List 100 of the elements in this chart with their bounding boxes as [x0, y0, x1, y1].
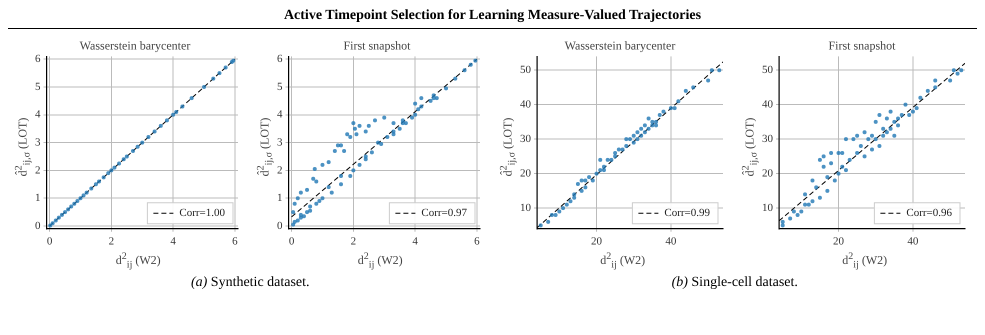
- point: [710, 68, 714, 72]
- text: (b) Single-cell dataset.: [672, 275, 798, 291]
- point: [106, 171, 111, 176]
- point: [650, 120, 654, 124]
- point: [572, 192, 576, 196]
- point: [650, 123, 654, 128]
- point: [60, 212, 64, 217]
- point: [57, 216, 62, 220]
- y-tick-label: 3: [35, 136, 42, 148]
- point: [624, 137, 628, 142]
- point: [78, 196, 83, 200]
- chart-title: Wasserstein barycenter: [564, 38, 676, 52]
- y-tick-label: 30: [520, 133, 532, 146]
- x-axis-title: d$^{2}$$_{ij}$ (W2): [116, 251, 161, 270]
- point: [586, 175, 591, 180]
- point: [110, 168, 114, 172]
- point: [631, 140, 636, 145]
- point: [224, 66, 228, 70]
- point: [612, 150, 617, 155]
- point: [146, 135, 151, 140]
- y-tick-label: 50: [520, 64, 532, 76]
- point: [102, 175, 106, 180]
- point: [568, 199, 572, 204]
- y-tick-label: 10: [762, 202, 774, 214]
- point: [690, 85, 695, 90]
- x-tick-label: 0: [47, 235, 54, 248]
- y-tick-label: 2: [35, 164, 41, 176]
- y-tick-label: 3: [277, 136, 284, 148]
- point: [125, 154, 130, 159]
- y-tick-label: 6: [277, 53, 284, 66]
- x-tick-label: 40: [907, 235, 919, 248]
- x-tick-label: 6: [474, 235, 480, 248]
- point: [69, 204, 74, 209]
- point: [620, 147, 624, 152]
- y-tick-label: 6: [35, 53, 42, 66]
- point: [174, 110, 178, 114]
- point: [550, 213, 554, 218]
- point: [602, 168, 606, 172]
- y-tick-label: 20: [762, 168, 774, 180]
- point: [560, 206, 565, 210]
- point: [131, 148, 136, 153]
- point: [635, 130, 640, 134]
- point: [583, 185, 588, 190]
- text: (a) Synthetic dataset.: [190, 275, 310, 291]
- chart-title: Wasserstein barycenter: [80, 38, 191, 52]
- y-tick-label: 4: [35, 108, 42, 121]
- x-tick-label: 20: [590, 235, 602, 248]
- y-tick-label: 4: [277, 108, 284, 121]
- y-tick-label: 2: [277, 164, 283, 176]
- point: [90, 186, 94, 190]
- point: [590, 178, 595, 183]
- point: [631, 134, 636, 138]
- x-tick-label: 40: [665, 235, 677, 248]
- point: [180, 104, 185, 108]
- point: [546, 220, 550, 224]
- point: [605, 158, 610, 162]
- point: [598, 168, 602, 172]
- x-tick-label: 2: [350, 235, 356, 248]
- x-tick-label: 20: [832, 235, 844, 248]
- point: [72, 202, 77, 206]
- point: [159, 124, 164, 128]
- x-tick-label: 2: [108, 235, 114, 248]
- point: [654, 120, 658, 124]
- y-tick-label: 10: [520, 202, 532, 214]
- point: [609, 158, 614, 162]
- point: [635, 137, 640, 142]
- y-tick-label: 20: [520, 168, 532, 180]
- x-tick-label: 4: [170, 235, 177, 248]
- point: [165, 118, 170, 122]
- point: [82, 193, 86, 198]
- y-tick-label: 0: [277, 220, 284, 232]
- point: [66, 207, 70, 212]
- y-tick-label: 40: [520, 98, 532, 111]
- point: [658, 113, 662, 118]
- x-tick-label: 0: [289, 235, 296, 248]
- point: [579, 178, 584, 183]
- y-tick-label: 5: [277, 80, 284, 93]
- point: [202, 84, 206, 89]
- text: Active Timepoint Selection for Learning Measure-Valued Trajectories: [8, 8, 977, 29]
- point: [171, 112, 176, 117]
- point: [122, 157, 126, 162]
- point: [152, 129, 157, 134]
- point: [684, 88, 688, 93]
- point: [676, 99, 680, 104]
- point: [136, 144, 140, 149]
- point: [594, 172, 598, 176]
- legend-label: Corr=1.00: [180, 207, 226, 220]
- point: [218, 71, 222, 76]
- y-tick-label: 5: [35, 80, 42, 93]
- x-axis-title: d$^{2}$$_{ij}$ (W2): [600, 251, 646, 270]
- chart-title: First snapshot: [828, 38, 896, 52]
- point: [628, 137, 632, 142]
- point: [50, 221, 55, 226]
- point: [598, 158, 602, 162]
- y-tick-label: 30: [762, 133, 774, 146]
- point: [706, 78, 710, 83]
- point: [616, 147, 621, 152]
- x-axis-title: d$^{2}$$_{ij}$ (W2): [842, 251, 888, 270]
- point: [97, 180, 102, 184]
- point: [638, 126, 643, 131]
